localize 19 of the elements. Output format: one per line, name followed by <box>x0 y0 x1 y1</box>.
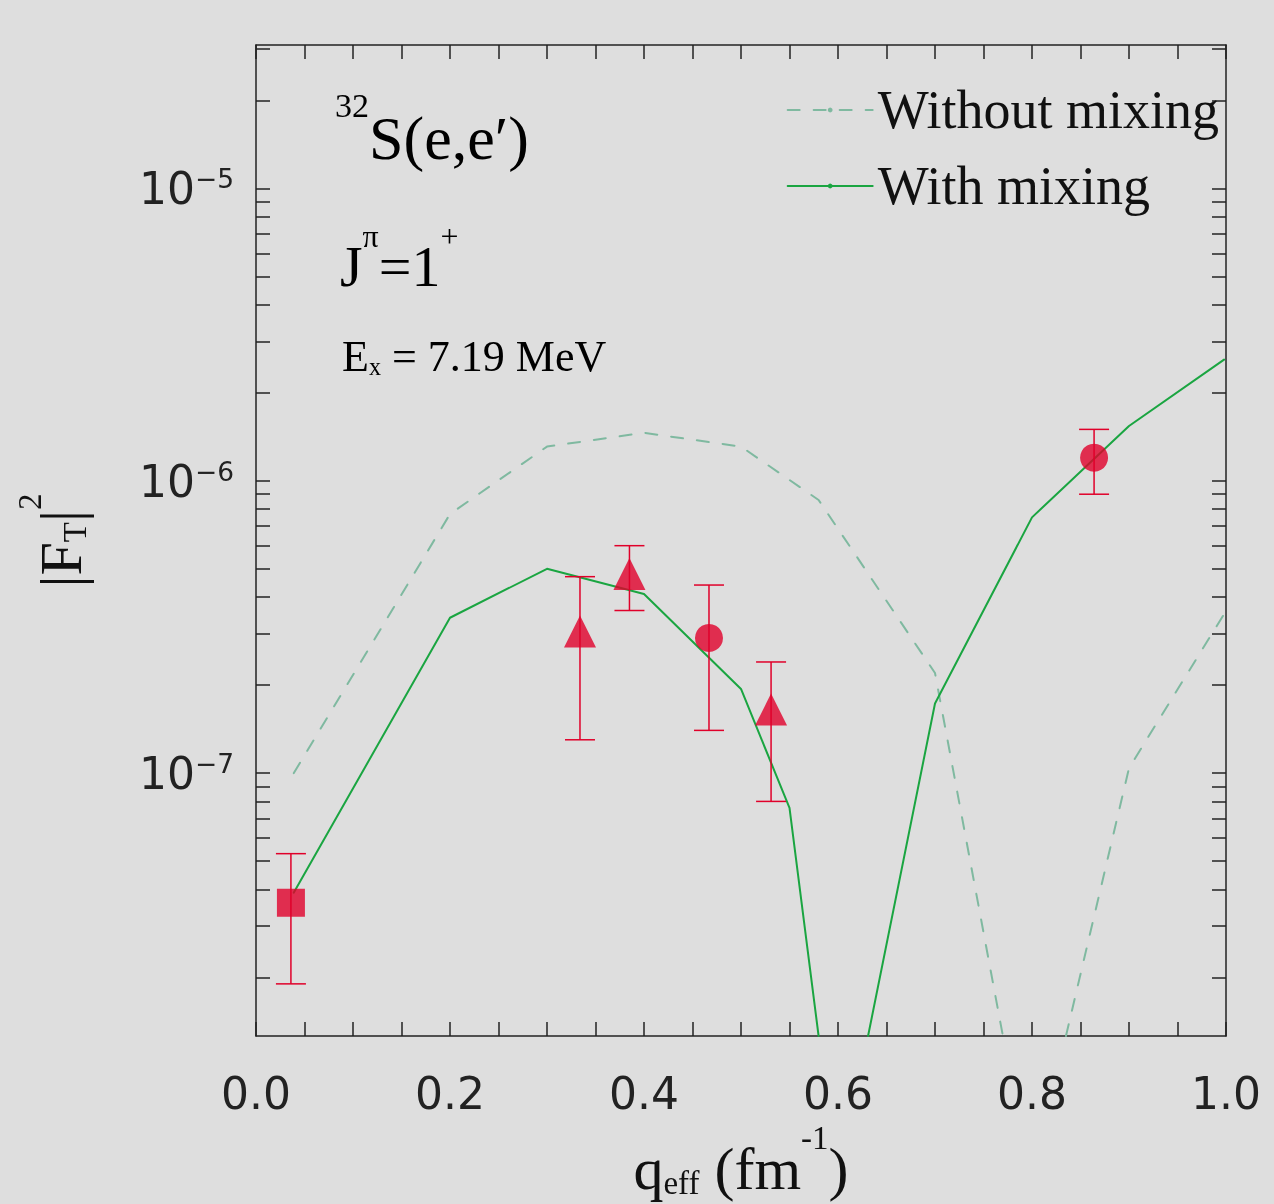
y-tick-label: 10$^{−5}$ <box>139 162 234 217</box>
x-tick-label: 0.0 <box>221 1067 291 1119</box>
x-tick-label: 1.0 <box>1191 1067 1261 1119</box>
x-tick-label: 0.6 <box>803 1067 873 1119</box>
y-tick-label: 10$^{−7}$ <box>139 746 234 801</box>
legend-label: With mixing <box>877 156 1150 216</box>
point <box>276 888 305 917</box>
point <box>613 558 646 590</box>
point <box>1080 443 1109 472</box>
point <box>695 623 723 652</box>
point <box>563 615 596 648</box>
point <box>755 693 788 726</box>
x-tick-label: 0.4 <box>609 1067 679 1119</box>
annotation: Ex = 7.19 MeV <box>342 332 607 382</box>
x-tick-label: 0.8 <box>997 1067 1067 1119</box>
legend-label: Without mixing <box>877 80 1219 140</box>
x-tick-label: 0.2 <box>415 1067 485 1119</box>
y-axis-title: |FT|2 <box>11 493 94 588</box>
y-tick-label: 10$^{−6}$ <box>139 454 234 509</box>
